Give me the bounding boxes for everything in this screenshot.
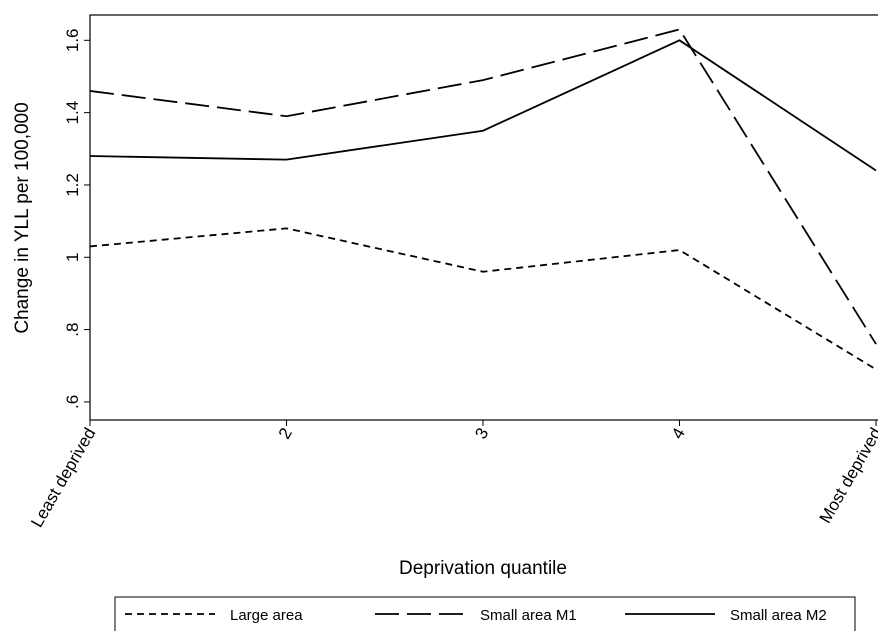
series-line [89,227,877,371]
y-tick-label: 1.4 [63,101,82,125]
y-tick-label: 1.2 [63,173,82,197]
y-tick-label: 1.6 [63,28,82,52]
legend-box [114,596,856,631]
plot-frame [89,14,878,421]
series-line [89,28,877,345]
y-tick-label: .8 [63,323,82,337]
series-line [89,39,877,172]
legend-label: Small area M1 [480,607,577,624]
x-axis-title: Deprivation quantile [399,558,567,579]
y-tick-label: .6 [63,395,82,409]
y-tick-label: 1 [63,253,82,262]
legend-label: Small area M2 [730,607,827,624]
legend-label: Large area [230,607,303,624]
y-axis-title: Change in YLL per 100,000 [12,102,33,333]
